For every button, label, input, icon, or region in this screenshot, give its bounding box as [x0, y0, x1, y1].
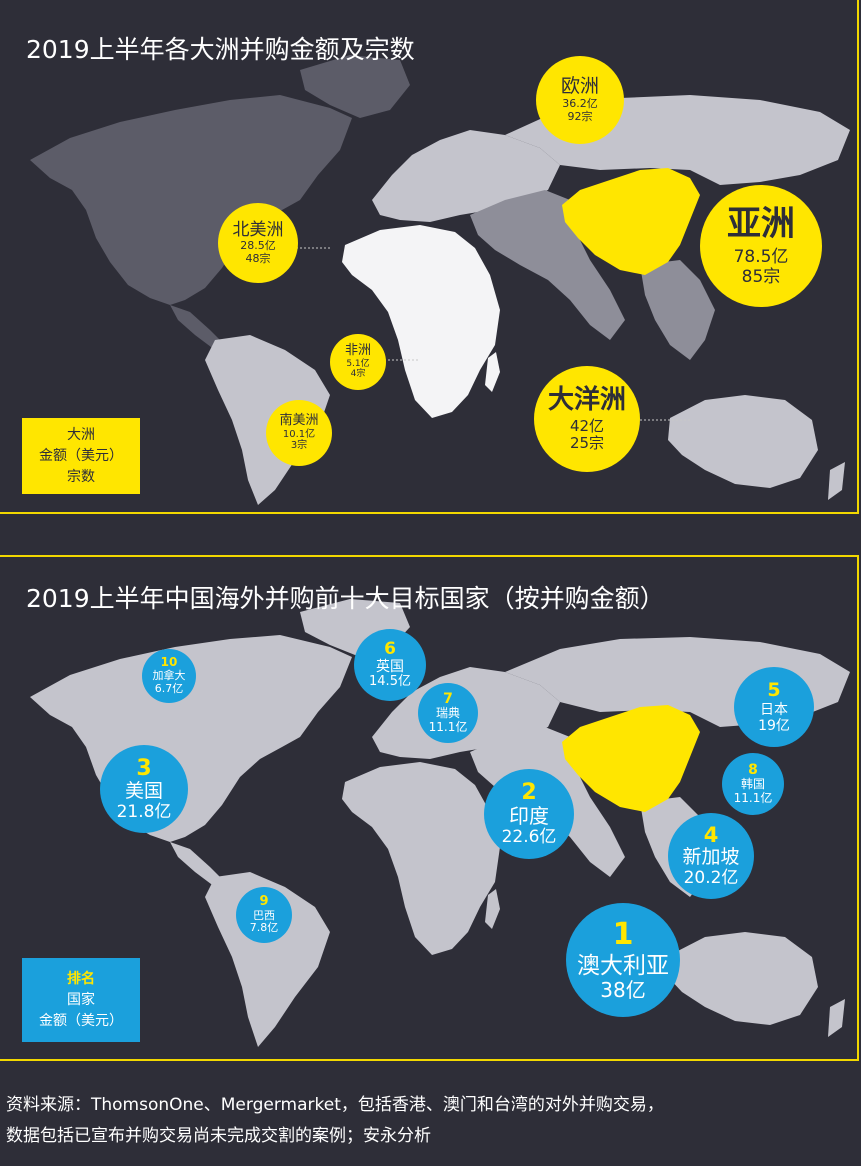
bubble-rank: 3 [136, 755, 152, 781]
bubble-amount: 21.8亿 [116, 801, 172, 822]
bubble-amount: 6.7亿 [154, 681, 184, 695]
bubble-country-name: 印度 [509, 804, 549, 829]
bubble-continent-name: 北美洲 [232, 219, 284, 240]
central-america-region [170, 842, 225, 887]
africa-region [342, 225, 500, 418]
source-note: 资料来源：ThomsonOne、Mergermarket，包括香港、澳门和台湾的… [6, 1090, 856, 1152]
bubble-continent-name: 大洋洲 [547, 384, 626, 415]
bubble-rank-8: 8 韩国 11.1亿 [722, 753, 784, 815]
bubble-deals: 48宗 [245, 251, 271, 265]
bubble-country-name: 韩国 [740, 777, 765, 792]
bubble-rank-7: 7 瑞典 11.1亿 [418, 683, 478, 743]
bubble-rank: 4 [703, 823, 719, 848]
new-zealand-region [828, 999, 845, 1037]
australia-region [668, 932, 818, 1025]
bubble-amount: 19亿 [758, 717, 790, 734]
bubble-amount: 11.1亿 [733, 791, 773, 806]
bubble-amount: 11.1亿 [428, 720, 468, 735]
africa-region [342, 762, 500, 955]
bubble-deals: 3宗 [290, 440, 308, 452]
country-world-map [30, 599, 850, 1047]
legend-rank-label: 排名 [67, 970, 95, 987]
australia-region [668, 395, 818, 488]
country-legend: 排名 国家 金额（美元） [22, 958, 140, 1042]
bubble-africa: 非洲 5.1亿 4宗 [330, 334, 386, 390]
central-america-region [170, 305, 225, 350]
bubble-rank: 9 [259, 893, 269, 909]
legend-amount-label: 金额（美元） [39, 447, 123, 464]
bubble-deals: 25宗 [569, 433, 605, 452]
bubble-rank: 2 [521, 780, 537, 806]
bubble-oceania: 大洋洲 42亿 25宗 [534, 366, 640, 472]
bubble-amount: 7.8亿 [249, 921, 279, 935]
bubble-deals: 85宗 [741, 266, 781, 287]
bubble-amount: 22.6亿 [501, 827, 557, 848]
bubble-rank-4: 4 新加坡 20.2亿 [668, 813, 754, 899]
bubble-asia: 亚洲 78.5亿 85宗 [700, 185, 822, 307]
bubble-rank-9: 9 巴西 7.8亿 [236, 887, 292, 943]
bubble-rank-10: 10 加拿大 6.7亿 [142, 649, 196, 703]
southeast-asia-region [640, 260, 715, 360]
bubble-amount: 28.5亿 [240, 239, 276, 253]
bubble-rank: 7 [443, 691, 453, 708]
continent-legend: 大洲 金额（美元） 宗数 [22, 418, 140, 494]
bubble-amount: 14.5亿 [369, 674, 411, 690]
bubble-country-name: 巴西 [253, 908, 275, 922]
legend-deals-label: 宗数 [67, 468, 95, 485]
bubble-country-name: 英国 [376, 659, 404, 676]
bubble-south-america: 南美洲 10.1亿 3宗 [266, 400, 332, 466]
source-line-1: 资料来源：ThomsonOne、Mergermarket，包括香港、澳门和台湾的… [6, 1095, 664, 1115]
bubble-amount: 5.1亿 [346, 359, 370, 370]
bubble-rank-3: 3 美国 21.8亿 [100, 745, 188, 833]
bubble-deals: 4宗 [350, 369, 366, 380]
greenland-region [300, 55, 410, 118]
bubble-amount: 42亿 [569, 416, 605, 435]
bubble-amount: 36.2亿 [562, 97, 598, 111]
bubble-rank-5: 5 日本 19亿 [734, 667, 814, 747]
bubble-amount: 38亿 [600, 977, 646, 1002]
bubble-country-name: 加拿大 [152, 669, 186, 683]
bubble-europe: 欧洲 36.2亿 92宗 [536, 56, 624, 144]
bubble-deals: 92宗 [567, 109, 593, 123]
bubble-rank: 8 [748, 762, 758, 779]
china-region [562, 168, 700, 275]
continent-panel-title: 2019上半年各大洲并购金额及宗数 [26, 35, 415, 64]
new-zealand-region [828, 462, 845, 500]
bubble-continent-name: 南美洲 [279, 413, 319, 429]
continent-map-panel: 2019上半年各大洲并购金额及宗数 欧洲 36.2亿 92宗 北美洲 28.5亿… [0, 0, 859, 514]
bubble-rank: 10 [160, 655, 178, 670]
legend-country-label: 国家 [67, 991, 95, 1008]
bubble-continent-name: 亚洲 [727, 203, 795, 244]
china-region [562, 705, 700, 812]
bubble-continent-name: 欧洲 [560, 75, 599, 98]
legend-amount-label: 金额（美元） [39, 1012, 123, 1029]
country-panel-title: 2019上半年中国海外并购前十大目标国家（按并购金额） [26, 584, 665, 613]
legend-continent-label: 大洲 [67, 426, 95, 443]
bubble-amount: 20.2亿 [683, 868, 739, 889]
bubble-country-name: 日本 [760, 701, 788, 718]
bubble-country-name: 瑞典 [435, 706, 460, 721]
bubble-rank: 6 [384, 638, 396, 659]
source-line-2: 数据包括已宣布并购交易尚未完成交割的案例；安永分析 [6, 1126, 431, 1146]
bubble-country-name: 澳大利亚 [577, 952, 669, 979]
madagascar-region [485, 352, 500, 392]
bubble-rank-1: 1 澳大利亚 38亿 [566, 903, 680, 1017]
continent-world-map [30, 55, 850, 505]
bubble-rank-6: 6 英国 14.5亿 [354, 629, 426, 701]
bubble-amount: 10.1亿 [282, 428, 316, 440]
bubble-rank-2: 2 印度 22.6亿 [484, 769, 574, 859]
bubble-north-america: 北美洲 28.5亿 48宗 [218, 203, 298, 283]
bubble-rank: 1 [612, 917, 634, 953]
country-map-panel: 2019上半年中国海外并购前十大目标国家（按并购金额） 1 澳大利亚 38亿 2… [0, 555, 859, 1061]
madagascar-region [485, 889, 500, 929]
bubble-continent-name: 非洲 [344, 343, 371, 359]
west-asia-region [470, 190, 625, 340]
bubble-country-name: 美国 [124, 779, 163, 802]
bubble-amount: 78.5亿 [733, 247, 789, 267]
bubble-country-name: 新加坡 [682, 846, 740, 869]
north-america-region [30, 95, 352, 305]
bubble-rank: 5 [767, 678, 781, 701]
